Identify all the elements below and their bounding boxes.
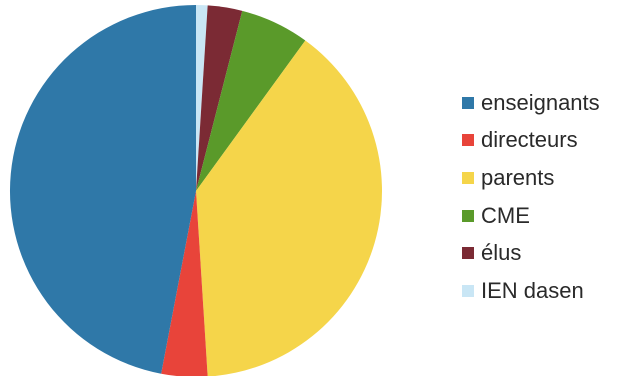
legend: enseignants directeurs parents CME élus IEN d…: [462, 84, 624, 310]
pie-slice-parents: [196, 40, 382, 376]
pie-slice-enseignants: [9, 4, 197, 374]
legend-swatch: [462, 209, 474, 222]
legend-label: CME: [481, 202, 530, 228]
legend-item: parents: [462, 159, 624, 197]
legend-label: directeurs: [481, 127, 578, 153]
pie-slices: [9, 4, 382, 376]
legend-label: élus: [481, 240, 522, 266]
legend-swatch: [462, 171, 474, 184]
pie-slice-ien-dasen: [196, 5, 208, 191]
legend-item: CME: [462, 197, 624, 235]
legend-item: élus: [462, 234, 624, 272]
legend-swatch: [462, 96, 474, 109]
legend-swatch: [462, 284, 474, 297]
pie-slice-directeurs: [161, 191, 208, 376]
legend-item: IEN dasen: [462, 272, 624, 310]
legend-swatch: [462, 247, 474, 260]
legend-label: enseignants: [481, 89, 600, 115]
legend-label: IEN dasen: [481, 277, 584, 303]
legend-item: directeurs: [462, 122, 624, 160]
legend-swatch: [462, 134, 474, 147]
pie-slice--lus: [196, 5, 243, 192]
legend-item: enseignants: [462, 84, 624, 122]
pie-slice-cme: [196, 10, 306, 192]
legend-label: parents: [481, 164, 555, 190]
